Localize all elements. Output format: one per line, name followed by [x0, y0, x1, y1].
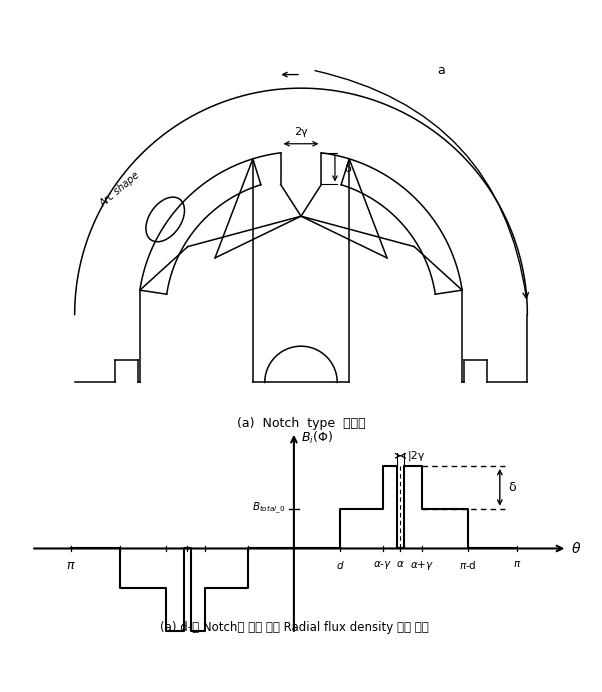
Text: $B_{total\_0}$: $B_{total\_0}$ [252, 501, 285, 516]
Text: $\pi$: $\pi$ [513, 558, 521, 569]
Text: (a)  Notch  type  회전자: (a) Notch type 회전자 [237, 417, 365, 430]
Text: (a) d-축 Notch에 의한 등가 Radial flux density 분포 형상: (a) d-축 Notch에 의한 등가 Radial flux density… [160, 621, 428, 634]
Text: δ: δ [508, 481, 516, 494]
Text: $B_i(\Phi)$: $B_i(\Phi)$ [301, 430, 333, 446]
Text: $d$: $d$ [336, 558, 344, 571]
Text: Arc shape: Arc shape [98, 170, 141, 210]
Text: δ: δ [344, 163, 351, 174]
Text: $\theta$: $\theta$ [571, 541, 581, 556]
Text: $\alpha$: $\alpha$ [396, 558, 405, 569]
Text: a: a [438, 64, 445, 77]
Text: $\alpha$+$\gamma$: $\alpha$+$\gamma$ [409, 558, 434, 572]
Text: |2γ: |2γ [408, 450, 425, 461]
Text: $\pi$-d: $\pi$-d [459, 558, 477, 571]
Text: $\pi$: $\pi$ [66, 558, 76, 572]
Text: 2γ: 2γ [294, 127, 308, 137]
Text: $\alpha$-$\gamma$: $\alpha$-$\gamma$ [373, 558, 393, 571]
